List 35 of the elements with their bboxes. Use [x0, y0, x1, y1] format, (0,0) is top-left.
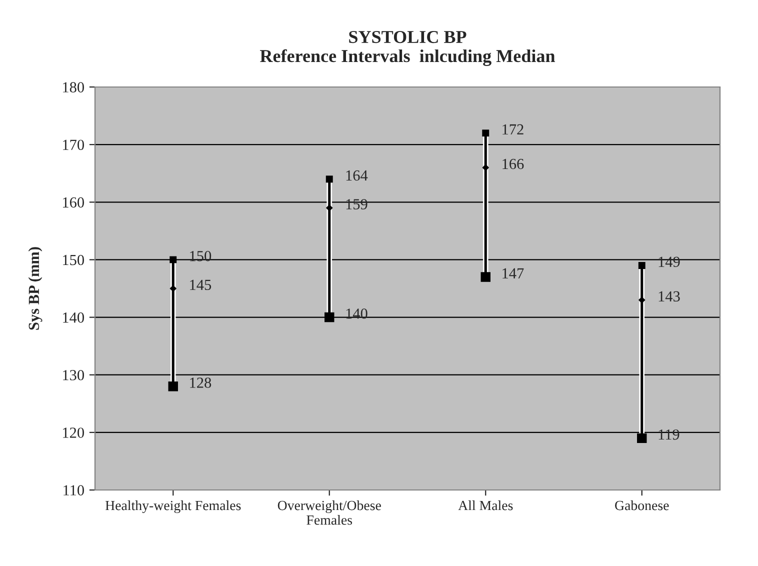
data-label: 172 — [502, 124, 524, 134]
point — [638, 262, 646, 269]
data-label: 140 — [346, 308, 368, 319]
chart-title: SYSTOLIC BP Reference Intervals inlcuding Median — [260, 30, 556, 66]
point — [637, 433, 647, 444]
y-tick-label: 120 — [63, 428, 84, 438]
y-tick-label: 160 — [63, 197, 84, 208]
y-tick-label: 180 — [63, 82, 84, 92]
data-label: 147 — [502, 268, 524, 278]
y-tick-label: 130 — [63, 370, 84, 380]
data-label: 128 — [190, 378, 212, 388]
point — [168, 382, 178, 392]
data-label: 164 — [346, 170, 368, 181]
point — [480, 272, 490, 282]
y-tick-label: 170 — [63, 140, 84, 150]
point — [638, 296, 646, 304]
data-label: 145 — [190, 280, 212, 290]
point — [324, 312, 334, 322]
data-label: 166 — [502, 158, 524, 170]
point — [326, 176, 333, 183]
data-label: 150 — [190, 250, 212, 262]
y-tick-label: 150 — [63, 254, 84, 266]
y-tick-label: 140 — [63, 312, 84, 323]
point — [482, 164, 489, 171]
x-tick-label: Gabonese — [615, 500, 669, 510]
data-label: 143 — [658, 291, 680, 302]
x-tick-label: Overweight/Obese Females — [278, 500, 381, 525]
point — [482, 130, 490, 137]
x-tick-label: Healthy-weight Females — [105, 500, 241, 514]
x-tick-label: All Males — [458, 500, 513, 510]
point — [170, 285, 176, 292]
y-axis-title: Sys BP (mm) — [28, 247, 42, 330]
point — [326, 204, 333, 212]
y-tick-label: 110 — [64, 485, 84, 496]
point — [170, 256, 177, 264]
